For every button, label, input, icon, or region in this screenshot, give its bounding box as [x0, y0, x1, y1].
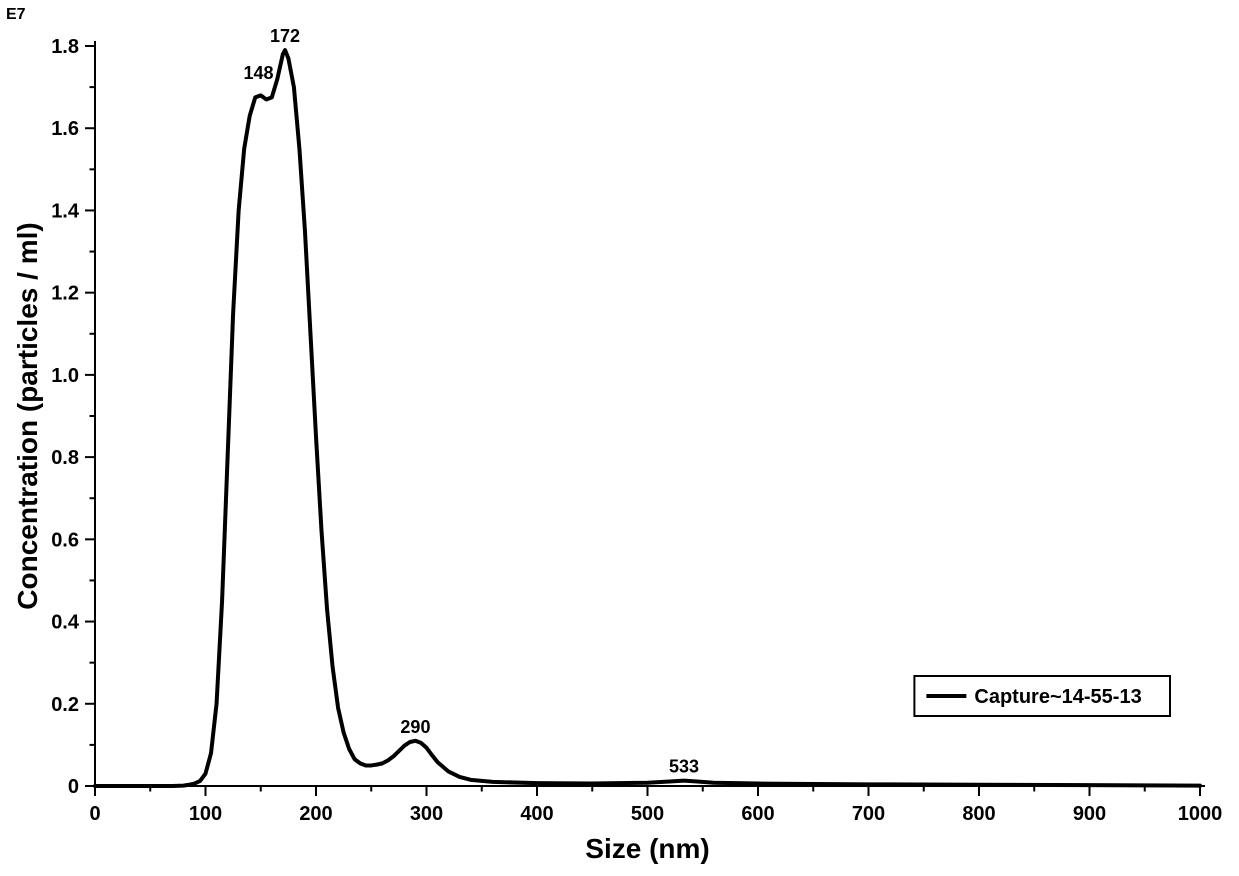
corner-label: E7 — [6, 6, 26, 24]
y-tick-label: 0.8 — [51, 447, 79, 469]
peak-label: 172 — [270, 26, 300, 46]
x-tick-label: 100 — [189, 803, 222, 825]
x-tick-label: 200 — [299, 803, 332, 825]
y-tick-label: 1.4 — [51, 200, 80, 222]
y-tick-label: 1.2 — [51, 283, 79, 305]
y-tick-label: 0.4 — [51, 612, 80, 634]
y-tick-label: 0.2 — [51, 694, 79, 716]
x-ticks: 0 100 200 300 400 500 600 700 800 900 1000 — [89, 786, 1222, 825]
y-tick-label: 0.6 — [51, 529, 79, 551]
peak-label: 533 — [669, 757, 699, 777]
y-tick-label: 1.0 — [51, 365, 79, 387]
x-tick-label: 1000 — [1178, 803, 1223, 825]
y-tick-label: 1.6 — [51, 118, 79, 140]
x-tick-label: 400 — [520, 803, 553, 825]
x-tick-label: 600 — [741, 803, 774, 825]
x-axis-label: Size (nm) — [585, 833, 709, 864]
x-tick-label: 500 — [631, 803, 664, 825]
y-ticks: 0 0.2 0.4 0.6 0.8 1.0 1.2 1.4 1.6 1.8 — [51, 36, 95, 798]
x-tick-label: 0 — [89, 803, 100, 825]
y-tick-label: 1.8 — [51, 36, 79, 58]
legend: Capture~14-55-13 — [914, 676, 1170, 716]
x-tick-label: 300 — [410, 803, 443, 825]
x-tick-label: 700 — [852, 803, 885, 825]
chart-svg: 0100200300400500600700800900100000.20.40… — [0, 0, 1239, 876]
peak-label: 148 — [244, 63, 274, 83]
peak-label: 290 — [400, 717, 430, 737]
x-tick-label: 900 — [1073, 803, 1106, 825]
chart-container: E7 0100200300400500600700800900100000.20… — [0, 0, 1239, 876]
y-axis-label: Concentration (particles / ml) — [12, 222, 43, 609]
y-tick-label: 0 — [68, 776, 79, 798]
legend-label: Capture~14-55-13 — [974, 686, 1141, 708]
x-tick-label: 800 — [962, 803, 995, 825]
